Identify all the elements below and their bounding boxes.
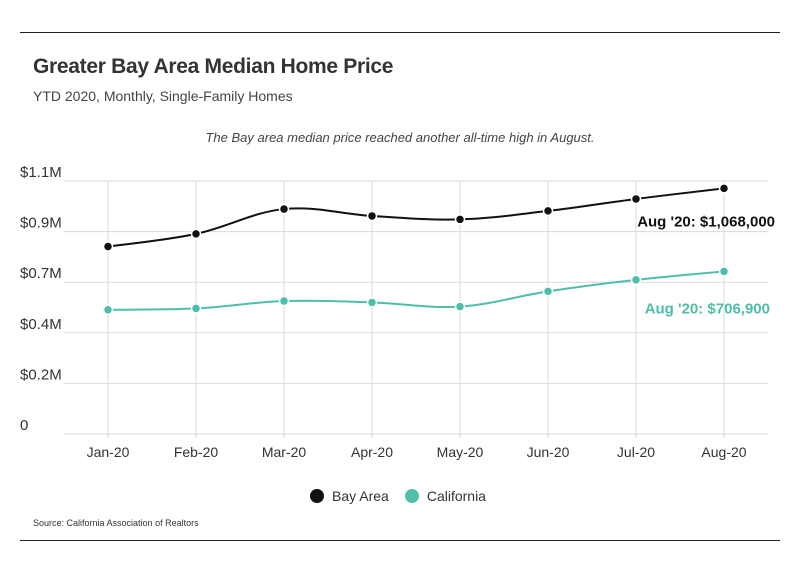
data-point-bay-area	[630, 193, 642, 205]
y-tick-label: $0.9M	[20, 215, 62, 232]
data-point-bay-area	[366, 210, 378, 222]
x-tick-label: Jan-20	[87, 444, 130, 460]
chart-subtitle: YTD 2020, Monthly, Single-Family Homes	[33, 88, 293, 104]
axis-layer: 0 $0.2M $0.4M $0.7M $0.9M $1.1M Jan-20 Feb-20 Ma…	[20, 164, 747, 460]
x-tick-label: Aug-20	[701, 444, 746, 460]
grid-layer	[64, 180, 768, 438]
end-label-bay-area: Aug '20: $1,068,000	[637, 213, 775, 230]
data-point-california	[102, 304, 114, 316]
data-point-bay-area	[102, 241, 114, 252]
data-point-california	[278, 295, 290, 307]
x-tick-label: Jul-20	[617, 444, 655, 460]
data-point-bay-area	[718, 183, 730, 194]
legend: Bay Area California	[310, 488, 502, 504]
data-point-bay-area	[190, 228, 202, 240]
data-point-bay-area	[542, 205, 554, 217]
x-tick-label: Feb-20	[174, 444, 219, 460]
legend-item-california[interactable]: California	[404, 488, 486, 504]
y-tick-label: $0.7M	[20, 265, 62, 282]
data-point-california	[190, 303, 202, 314]
data-point-bay-area	[278, 203, 290, 215]
series-line-california	[107, 270, 725, 311]
end-label-california: Aug '20: $706,900	[645, 300, 770, 317]
legend-swatch-bay-area	[310, 489, 324, 503]
y-tick-label: $1.1M	[20, 164, 62, 181]
data-point-california	[630, 274, 642, 286]
x-tick-label: May-20	[437, 444, 484, 460]
label-layer: Aug '20: $1,068,000 Aug '20: $706,900	[637, 213, 775, 317]
y-tick-label: $0.2M	[20, 366, 62, 383]
series-line-bay-area	[107, 187, 725, 248]
data-point-bay-area	[454, 214, 466, 225]
data-point-california	[366, 297, 378, 308]
legend-label-bay-area: Bay Area	[332, 488, 389, 504]
source-note: Source: California Association of Realto…	[33, 518, 199, 528]
x-tick-label: Jun-20	[527, 444, 570, 460]
legend-item-bay-area[interactable]: Bay Area	[310, 488, 389, 504]
x-tick-label: Mar-20	[262, 444, 307, 460]
data-point-california	[454, 301, 466, 312]
bottom-rule	[20, 540, 780, 541]
data-point-california	[542, 286, 554, 297]
legend-label-california: California	[426, 488, 486, 504]
y-tick-label: $0.4M	[20, 316, 62, 333]
y-tick-label: 0	[20, 417, 28, 434]
data-point-california	[718, 266, 730, 277]
chart-title: Greater Bay Area Median Home Price	[33, 55, 394, 78]
chart-annotation: The Bay area median price reached anothe…	[205, 130, 595, 145]
top-rule	[20, 32, 780, 33]
x-tick-label: Apr-20	[351, 444, 393, 460]
legend-swatch-california	[404, 489, 419, 503]
series-layer	[102, 183, 730, 316]
